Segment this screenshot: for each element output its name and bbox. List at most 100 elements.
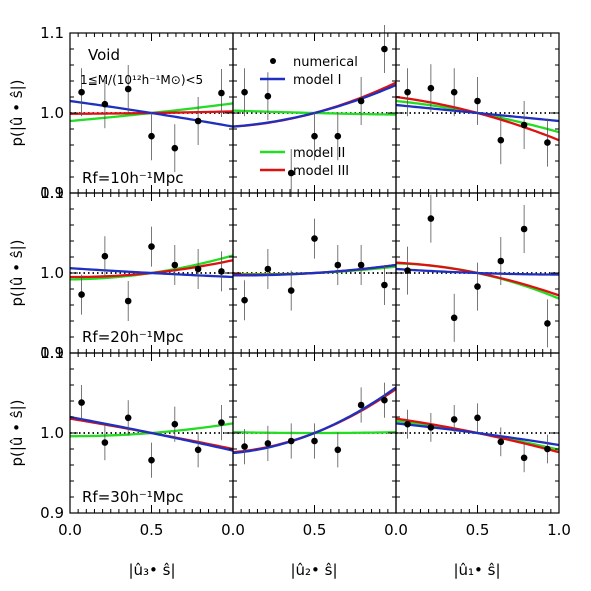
data-point [241,88,248,96]
x-tick-label: 0.0 [384,521,408,539]
row-label-3: Rf=30h⁻¹Mpc [82,488,184,506]
data-point [218,268,225,275]
data-point [124,85,132,93]
data-point [474,97,481,105]
curve-model-i [69,267,234,279]
data-point [148,456,155,464]
data-point [404,88,411,96]
data-point [404,267,411,274]
data-point [334,446,342,454]
data-point [101,100,109,108]
y-tick-label: 1.1 [40,24,64,42]
legend-marker-numerical [270,58,276,64]
x-axis-title-1: |û₃• ŝ| [128,561,175,579]
data-point [334,261,342,269]
data-point [381,396,388,404]
row-label-2: Rf=20h⁻¹Mpc [82,328,184,346]
row-label-1: Rf=10h⁻¹Mpc [82,169,184,187]
y-tick-label: 1.0 [40,104,64,122]
data-point [450,416,458,423]
panels: 0.91.01.10.91.01.10.91.01.10.0 0.5 0.0 0.5 0… [40,24,571,539]
data-point [218,89,225,97]
data-point [544,445,551,453]
data-point [544,320,551,327]
mass-range-label: 1≦M/(10¹²h⁻¹M⊙)<5 [80,73,203,87]
data-point [497,438,505,446]
panel-r2-c1: 0.0 0.5 [221,352,397,539]
y-tick-label: 0.9 [40,184,64,202]
x-axis-title-2: |û₂• ŝ| [290,561,337,579]
panel-r2-c0: 0.9 1.0 1.1 0.0 0.5 [40,344,234,539]
data-point [450,88,458,96]
data-point [450,314,458,322]
x-tick-label: 0.5 [303,521,327,539]
data-point [264,440,272,447]
data-point [194,117,202,125]
data-point [78,88,85,96]
x-tick-label: 0.0 [221,521,245,539]
legend-label-model-i: model I [293,73,341,88]
data-point [474,414,481,422]
data-point [427,84,435,92]
data-point [404,420,411,428]
y-axis-title-1: p(|û • ŝ|) [8,79,26,146]
data-point [78,399,85,406]
data-point [544,139,551,146]
data-point [241,443,248,450]
y-tick-label: 0.9 [40,504,64,522]
y-tick-label: 1.1 [40,344,64,362]
legend: numerical model I model II model III [260,55,358,179]
curve-model-ii [69,422,234,438]
data-point [287,437,295,445]
x-axis-title-3: |û₁• ŝ| [453,561,500,579]
panel-r0-c2 [395,32,560,194]
data-point [287,169,295,177]
data-point [427,215,435,222]
data-point [311,132,318,140]
y-axis-title-3: p(|û • ŝ|) [8,399,26,466]
data-point [171,144,179,152]
curve-model-i [232,263,397,277]
data-point [427,424,435,431]
data-point [357,261,365,269]
panel-title: Void [88,46,120,64]
data-point [287,287,295,294]
panel-r2-c2: 0.0 0.5 1.0 [384,352,571,539]
curve-model-i [395,422,560,447]
data-point [264,92,272,100]
data-point [78,291,85,298]
x-tick-label: 1.0 [547,521,571,539]
data-point [241,296,248,304]
data-point [171,420,179,428]
y-tick-label: 1.0 [40,264,64,282]
data-point [124,414,132,422]
legend-label-numerical: numerical [293,55,358,70]
panel-r1-c2 [395,192,560,354]
data-point [520,121,528,129]
data-point [171,261,179,269]
panel-r0-c1 [232,25,397,197]
data-point [101,439,109,446]
data-point [357,401,365,409]
data-point [381,281,388,289]
data-point [264,265,272,273]
data-point [194,446,202,454]
data-point [474,283,481,290]
data-point [311,235,318,242]
y-axis-title-2: p(|û • ŝ|) [8,239,26,306]
data-point [148,132,155,140]
data-point [101,252,109,260]
panel-r1-c1 [232,192,397,354]
data-point [194,265,202,273]
curve-model-i [69,415,234,452]
legend-label-model-ii: model II [293,146,345,161]
y-tick-label: 1.1 [40,184,64,202]
data-point [357,97,365,105]
x-tick-label: 0.5 [466,521,490,539]
data-point [497,136,505,144]
data-point [520,454,528,462]
x-tick-label: 0.5 [140,521,164,539]
y-tick-label: 1.0 [40,424,64,442]
data-point [497,257,505,265]
